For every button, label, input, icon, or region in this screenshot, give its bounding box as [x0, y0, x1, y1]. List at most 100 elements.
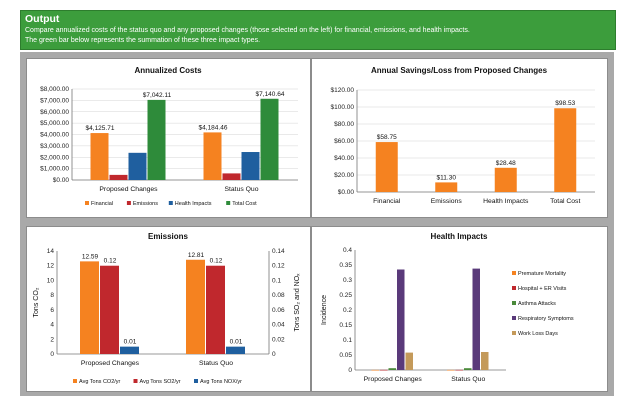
y-tick-label: $100.00 [331, 104, 355, 111]
output-banner: Output Compare annualized costs of the s… [20, 10, 616, 50]
data-label: 0.01 [230, 339, 243, 346]
legend-swatch [226, 201, 231, 205]
legend-label: Avg Tons SO2/yr [140, 379, 181, 385]
bar [472, 268, 480, 370]
y-tick-label: 10 [47, 277, 55, 284]
y-tick-label: 2 [50, 336, 54, 343]
output-description: Compare annualized costs of the status q… [25, 27, 470, 34]
y-tick-label: 14 [47, 248, 55, 255]
data-label: $4,184.46 [199, 124, 228, 131]
legend-swatch [73, 379, 77, 383]
bar [371, 369, 379, 371]
y-tick-label: 0.05 [339, 352, 352, 359]
y-tick-label: $120.00 [331, 87, 355, 94]
y2-tick-label: 0.1 [272, 277, 281, 284]
data-label: 12.81 [188, 252, 205, 259]
savings-panel: Annual Savings/Loss from Proposed Change… [311, 58, 608, 218]
y-tick-label: $3,000.00 [40, 143, 69, 150]
y-tick-label: $6,000.00 [40, 109, 69, 116]
data-label: $28.48 [496, 160, 516, 167]
annualized-costs-chart: Annualized Costs $0.00 $1,000.00 $2,000.00 $… [40, 66, 298, 207]
y-tick-label: 0.3 [343, 277, 352, 284]
data-label: $7,140.64 [256, 91, 285, 98]
y-tick-label: $4,000.00 [40, 132, 69, 139]
output-note: The green bar below represents the summa… [25, 37, 261, 44]
bar [100, 265, 119, 354]
x-tick-label: Proposed Changes [99, 186, 158, 193]
legend-swatch [512, 286, 516, 290]
data-label: 0.12 [210, 258, 223, 265]
y-tick-label: $0.00 [338, 189, 355, 196]
y-tick-label: 6 [50, 307, 54, 314]
x-tick-label: Health Impacts [483, 198, 529, 205]
bar [147, 99, 166, 180]
x-tick-label: Status Quo [224, 186, 258, 193]
y-axis-label: Incidence [321, 295, 328, 325]
legend-label: Premature Mortality [518, 271, 566, 277]
savings-chart: Annual Savings/Loss from Proposed Change… [331, 66, 595, 205]
legend-swatch [126, 201, 131, 205]
health-impacts-chart: Health Impacts 0 0.05 0.1 0.15 0.2 0.25 0.3 0.35… [321, 232, 574, 383]
legend-swatch [168, 201, 173, 205]
bar [203, 132, 222, 180]
legend-swatch [512, 271, 516, 275]
charts-area: Annualized Costs $0.00 $1,000.00 $2,000.00 $… [20, 52, 614, 396]
y2-tick-label: 0 [272, 351, 276, 358]
data-label: 12.59 [82, 253, 99, 260]
y-tick-label: $8,000.00 [40, 86, 69, 93]
x-tick-label: Status Quo [199, 360, 233, 367]
bar [405, 352, 413, 370]
bar [435, 182, 458, 192]
legend-label: Health Impacts [175, 201, 212, 207]
data-label: 0.01 [124, 339, 137, 346]
data-label: $4,125.71 [86, 125, 115, 132]
legend-label: Emissions [133, 201, 158, 207]
bar [481, 352, 489, 370]
y-tick-label: 0.15 [339, 322, 352, 329]
y-tick-label: $2,000.00 [40, 154, 69, 161]
data-label: $98.53 [555, 100, 575, 107]
output-title: Output [25, 13, 60, 25]
legend-swatch [512, 331, 516, 335]
legend-label: Financial [91, 201, 113, 207]
legend-label: Total Cost [232, 201, 257, 207]
legend-swatch [133, 379, 138, 383]
data-label: 0.12 [104, 258, 117, 265]
bar [447, 369, 455, 371]
legend-label: Work Loss Days [518, 331, 558, 337]
y-tick-label: 0.35 [339, 262, 352, 269]
emissions-chart: Emissions 0 2 4 6 8 10 12 14 0 0.02 0.04 0.06 0.08 0.1… [33, 232, 301, 385]
legend-label: Respiratory Symptoms [518, 316, 574, 322]
chart-title: Emissions [148, 232, 189, 241]
bar [80, 261, 99, 354]
y-tick-label: 0.4 [343, 247, 352, 254]
bar [109, 174, 128, 180]
y-tick-label: 4 [50, 322, 54, 329]
bar [554, 108, 577, 192]
x-tick-label: Proposed Changes [81, 360, 140, 367]
bar [241, 152, 260, 180]
x-tick-label: Total Cost [550, 198, 580, 205]
y-tick-label: 0 [348, 367, 352, 374]
data-label: $58.75 [377, 134, 397, 141]
emissions-panel: Emissions 0 2 4 6 8 10 12 14 0 0.02 0.04 0.06 0.08 0.1… [26, 226, 311, 392]
y-tick-label: $1,000.00 [40, 166, 69, 173]
x-tick-label: Emissions [431, 198, 463, 205]
legend-swatch [85, 201, 89, 205]
y2-tick-label: 0.12 [272, 263, 285, 270]
y-tick-label: 0 [50, 351, 54, 358]
bar [226, 346, 245, 354]
chart-title: Annualized Costs [134, 66, 202, 75]
y-tick-label: $80.00 [334, 121, 354, 128]
bar [186, 259, 205, 354]
bar [206, 265, 225, 354]
chart-title: Annual Savings/Loss from Proposed Change… [371, 66, 548, 75]
data-label: $11.30 [437, 174, 457, 181]
bar [388, 368, 396, 370]
bar [494, 167, 517, 192]
x-tick-label: Status Quo [451, 376, 485, 383]
y-axis-label: Tons CO₂ [33, 287, 40, 317]
data-label: $7,042.11 [143, 92, 172, 99]
y-tick-label: $7,000.00 [40, 97, 69, 104]
legend-swatch [194, 379, 198, 383]
